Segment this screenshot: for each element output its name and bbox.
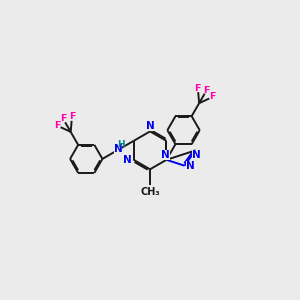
Text: N: N	[146, 121, 155, 131]
Text: N: N	[124, 155, 132, 165]
Text: N: N	[192, 150, 201, 161]
Text: N: N	[114, 144, 122, 154]
Text: H: H	[117, 140, 124, 149]
Text: F: F	[209, 92, 216, 101]
Text: F: F	[195, 84, 201, 93]
Text: N: N	[161, 150, 170, 160]
Text: CH₃: CH₃	[140, 187, 160, 196]
Text: F: F	[54, 121, 60, 130]
Text: F: F	[60, 114, 66, 123]
Text: F: F	[203, 86, 210, 95]
Text: F: F	[69, 112, 75, 122]
Text: N: N	[186, 161, 195, 171]
